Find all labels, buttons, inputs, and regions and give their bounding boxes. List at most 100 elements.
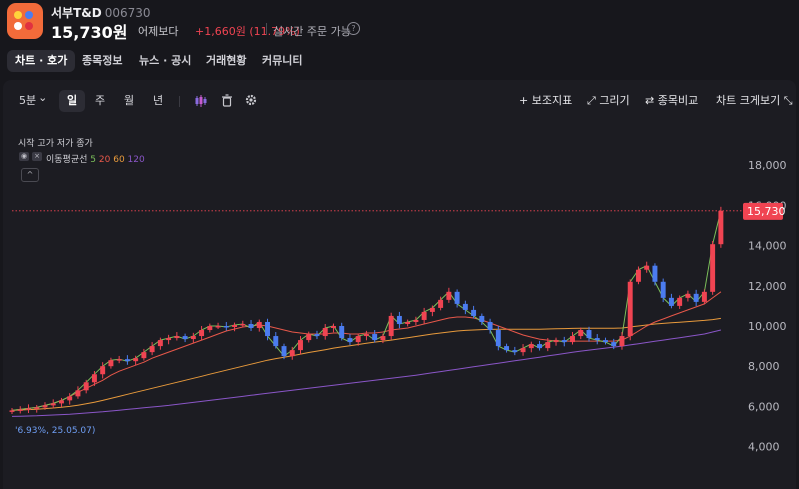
company-logo (7, 3, 43, 39)
eye-icon[interactable]: ◉ (19, 152, 29, 161)
candle-body (586, 330, 592, 339)
candle-body (347, 338, 353, 343)
period-year[interactable]: 년 (152, 94, 164, 107)
candle-body (611, 342, 617, 347)
change-label: 어제보다 (138, 25, 179, 38)
candle-body (504, 346, 510, 351)
gear-icon[interactable] (245, 94, 257, 106)
period-day[interactable]: 일 (59, 90, 85, 112)
candle-body (141, 352, 147, 359)
candle-body (306, 334, 312, 341)
stock-name-line: 서부T&D 006730 (51, 4, 151, 21)
ma20-label: 20 (98, 155, 111, 165)
candle-body (668, 297, 674, 306)
tab-community[interactable]: 커뮤니티 (262, 54, 303, 67)
candle-body (58, 400, 64, 404)
candle-body (570, 336, 575, 343)
low-marker: '6.93%, 25.05.07) (15, 426, 96, 436)
candle-body (603, 340, 608, 343)
compare-label: 종목비교 (657, 94, 699, 107)
close-icon[interactable]: × (32, 152, 42, 161)
candle-body (561, 340, 567, 343)
change-value: +1,660원 (11.79%) (195, 25, 300, 38)
chart-panel: 5분 ⌄ 일 주 월 년 + 보조지표 ⤢ 그리기 ⇄ 종목비교 (3, 80, 796, 489)
interval-select[interactable]: 5분 ⌄ (19, 90, 47, 112)
tab-trading-status[interactable]: 거래현황 (206, 54, 247, 67)
candle-body (256, 321, 262, 329)
candle-body (619, 336, 625, 347)
candle-body (67, 396, 73, 401)
chevron-down-icon: ⌄ (38, 91, 48, 104)
compare-button[interactable]: ⇄ 종목비교 (645, 90, 698, 112)
trash-icon[interactable] (221, 94, 233, 107)
swap-icon: ⇄ (645, 94, 655, 107)
candle-body (635, 269, 641, 282)
candle-body (479, 315, 485, 322)
candle-body (289, 350, 295, 357)
draw-label: 그리기 (599, 94, 630, 107)
candle-body (471, 309, 477, 316)
candle-body (355, 336, 361, 343)
ma120-label: 120 (127, 155, 145, 165)
candle-body (330, 326, 336, 329)
period-week[interactable]: 주 (94, 94, 106, 107)
candle-body (207, 326, 213, 331)
tab-news[interactable]: 뉴스 · 공시 (139, 54, 192, 67)
current-price-tag (743, 202, 783, 220)
y-tick-label: 6,000 (748, 400, 780, 413)
enlarge-chart-button[interactable]: 차트 크게보기 ⤡ (716, 90, 793, 112)
y-tick-label: 14,000 (748, 240, 787, 253)
candle-body (396, 315, 402, 324)
candle-body (42, 405, 48, 408)
y-tick-label: 12,000 (748, 280, 787, 293)
candle-body (545, 342, 551, 349)
candle-body (50, 403, 56, 406)
period-month[interactable]: 월 (123, 94, 135, 107)
expand-icon: ⤡ (783, 94, 793, 107)
candle-body (190, 336, 196, 340)
candle-body (380, 336, 386, 341)
candle-body (298, 340, 303, 351)
candle-body (512, 350, 518, 353)
candle-body (528, 344, 534, 349)
indicator-button[interactable]: + 보조지표 (519, 90, 572, 112)
candle-body (718, 210, 724, 245)
candle-body (421, 311, 427, 320)
collapse-legend-icon[interactable]: ^ (21, 168, 39, 182)
candle-body (17, 409, 23, 411)
tab-chart-orderbook[interactable]: 차트 · 호가 (7, 50, 76, 72)
plus-icon: + (519, 94, 529, 107)
ma60-line (11, 317, 721, 411)
candle-body (265, 321, 270, 337)
candle-body (578, 330, 584, 337)
candle-body (232, 324, 238, 328)
candle-body (314, 334, 320, 337)
candle-body (339, 326, 345, 339)
candle-type-icon[interactable] (194, 94, 208, 108)
y-tick-label: 4,000 (748, 441, 780, 454)
candle-body (429, 307, 435, 312)
ma5-line (11, 210, 722, 411)
candle-body (372, 334, 378, 341)
candle-body (388, 315, 394, 337)
candle-body (627, 281, 633, 337)
candle-body (223, 326, 229, 328)
candle-body (660, 281, 666, 298)
candle-body (701, 291, 707, 302)
realtime-status: 실시간 주문 가능 (273, 25, 351, 38)
stock-header: 서부T&D 006730 15,730원 어제보다 +1,660원 (11.79%… (0, 0, 799, 46)
candle-body (652, 265, 658, 282)
candle-body (693, 293, 699, 302)
candle-body (462, 303, 468, 310)
ma120-line (11, 329, 722, 417)
draw-button[interactable]: ⤢ 그리기 (587, 90, 630, 112)
candle-body (644, 265, 650, 270)
candle-body (438, 299, 444, 308)
candlestick-chart[interactable]: 18,00016,00014,00012,00010,0008,0006,000… (3, 80, 796, 489)
tab-stock-info[interactable]: 종목정보 (82, 54, 123, 67)
ma20-line (11, 291, 722, 411)
help-icon[interactable]: ? (347, 22, 360, 35)
candle-body (454, 291, 460, 304)
candle-body (240, 323, 246, 326)
candle-body (495, 330, 501, 347)
